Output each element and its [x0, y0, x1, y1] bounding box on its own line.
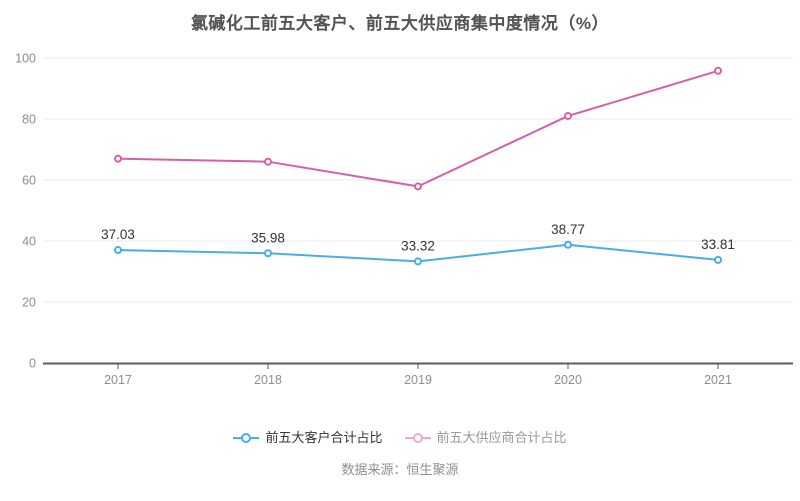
legend: 前五大客户合计占比 前五大供应商合计占比 — [0, 429, 800, 447]
y-axis-tick-label-40: 40 — [22, 235, 36, 249]
data-label-s0-4: 33.81 — [701, 237, 735, 252]
y-axis-tick-label-60: 60 — [22, 174, 36, 188]
data-label-s0-3: 38.77 — [551, 222, 585, 237]
y-axis-tick-label-20: 20 — [22, 296, 36, 310]
data-point-s1-4[interactable] — [714, 66, 722, 75]
data-point-s1-3[interactable] — [564, 111, 572, 120]
legend-line-dot-marker-suppliers-icon — [404, 433, 431, 443]
legend-label-customers: 前五大客户合计占比 — [265, 430, 383, 445]
legend-item-customers[interactable]: 前五大客户合计占比 — [233, 429, 383, 447]
legend-line-dot-marker-customers-icon — [233, 433, 260, 443]
data-label-s0-1: 35.98 — [251, 230, 285, 245]
chart-title: 氯碱化工前五大客户、前五大供应商集中度情况（%） — [190, 14, 610, 33]
series-line-1[interactable] — [117, 69, 719, 188]
data-point-s0-4[interactable] — [714, 255, 722, 264]
legend-label-suppliers: 前五大供应商合计占比 — [436, 430, 567, 445]
x-axis-tick-label-2018: 2018 — [254, 373, 282, 387]
data-label-s0-0: 37.03 — [101, 227, 135, 242]
data-point-s1-1[interactable] — [264, 157, 272, 166]
x-axis-tick-label-2019: 2019 — [404, 373, 432, 387]
data-label-s0-2: 33.32 — [401, 238, 435, 253]
y-axis-tick-label-100: 100 — [15, 52, 36, 66]
y-axis-tick-label-80: 80 — [22, 113, 36, 127]
x-axis-tick-label-2021: 2021 — [704, 373, 732, 387]
x-axis-tick-label-2017: 2017 — [104, 373, 132, 387]
data-source: 数据来源：恒生聚源 — [341, 462, 459, 477]
data-point-s1-0[interactable] — [114, 154, 122, 163]
data-point-s0-3[interactable] — [564, 240, 572, 249]
legend-item-suppliers[interactable]: 前五大供应商合计占比 — [404, 429, 567, 447]
data-point-s1-2[interactable] — [414, 182, 422, 191]
data-point-s0-2[interactable] — [414, 257, 422, 266]
data-point-s0-0[interactable] — [114, 246, 122, 255]
x-axis-tick-label-2020: 2020 — [554, 373, 582, 387]
line-chart-plot-area: 0 20 40 60 80 100 2017 2018 2019 2020 2021 37.03 35.… — [15, 52, 793, 387]
y-axis-tick-label-0: 0 — [29, 357, 36, 371]
data-point-s0-1[interactable] — [264, 249, 272, 258]
